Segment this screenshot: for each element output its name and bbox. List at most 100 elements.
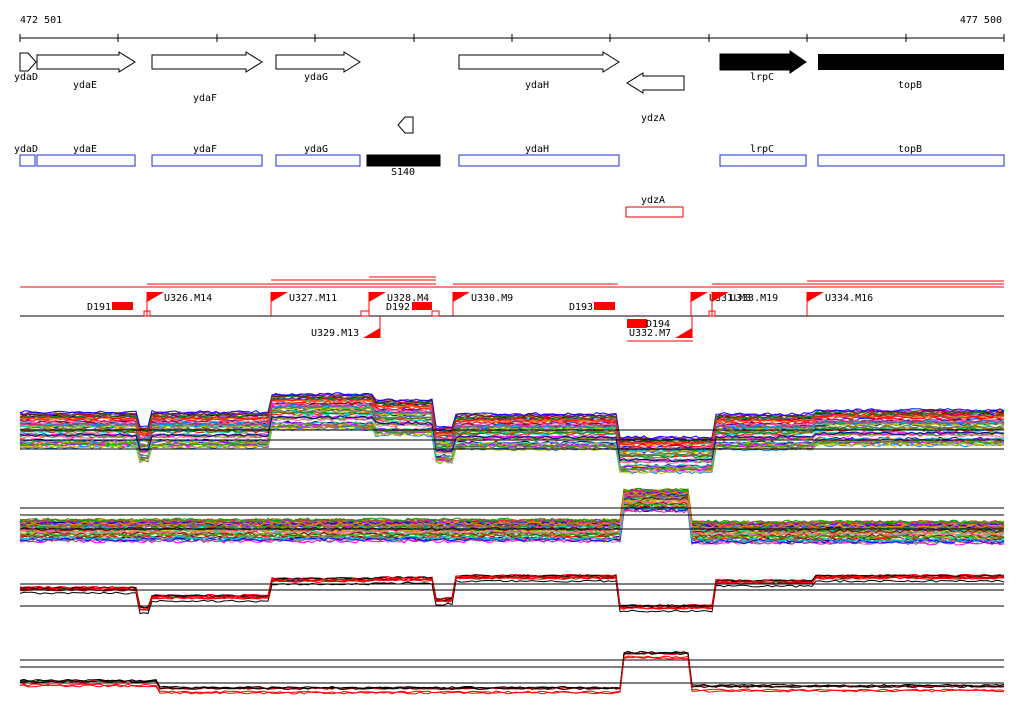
gene-label-ydaD: ydaD [14, 72, 38, 83]
feature-U330-M9[interactable]: U330.M9 [452, 292, 513, 316]
expression-trace [19, 395, 1005, 443]
expression-trace [19, 575, 1004, 611]
expression-trace [19, 397, 1005, 444]
expression-trace [19, 651, 1005, 690]
feature-D193[interactable]: D193 [569, 302, 615, 313]
gene-label-ydaH: ydaH [525, 80, 549, 91]
expression-trace [19, 574, 1005, 609]
annotation-label-S140: S140 [391, 167, 415, 178]
feature-U332-M7[interactable]: U332.M7 [629, 316, 693, 339]
feature-U334-M16[interactable]: U334.M16 [806, 292, 873, 316]
gene-topB[interactable]: topB [818, 54, 1004, 91]
expression-trace [19, 397, 1005, 445]
feature-label-D192: D192 [386, 302, 410, 313]
gene-arrow-ydzA[interactable] [626, 72, 685, 94]
annotation-ydaG[interactable]: ydaG [275, 144, 361, 167]
expression-trace [19, 415, 1005, 463]
expression-panel-antisense-selected [19, 650, 1005, 695]
feature-label-D191: D191 [87, 302, 111, 313]
annotation-topB[interactable]: topB [817, 144, 1005, 167]
ruler-end-label: 477 500 [960, 15, 1002, 26]
feature-U327-M11[interactable]: U327.M11 [270, 292, 337, 316]
small-feature-arrow [397, 116, 414, 134]
expression-trace [19, 650, 1005, 689]
expression-trace [19, 507, 1005, 545]
expression-panel-antisense-all [19, 487, 1005, 546]
gene-ydaD[interactable]: ydaD [14, 52, 38, 83]
feature-D194[interactable]: D194 [627, 319, 670, 330]
expression-trace [19, 403, 1005, 451]
expression-trace [19, 573, 1005, 609]
gene-ydaF[interactable]: ydaF [151, 51, 263, 104]
gene-label-ydaE: ydaE [73, 80, 97, 91]
feature-U333-M19[interactable]: U333.M19 [711, 292, 778, 316]
gene-ydzA[interactable]: ydzA [626, 72, 685, 124]
annotation-ydaF[interactable]: ydaF [151, 144, 263, 167]
feature-label-D194: D194 [646, 319, 670, 330]
segment-lines [20, 276, 1004, 342]
expression-trace [19, 403, 1005, 452]
feature-label-U326-M14: U326.M14 [164, 293, 212, 304]
expression-panel-sense-selected [19, 573, 1005, 615]
annotation-label-lrpC: lrpC [750, 144, 774, 155]
gene-ydaG[interactable]: ydaG [275, 51, 361, 83]
expression-panel-sense-all [19, 392, 1005, 475]
transcription-feature-track: D191 U326.M14 U327.M11 U328.M4 D192 [20, 276, 1004, 342]
annotation-label-ydaG: ydaG [304, 144, 328, 155]
expression-trace [19, 651, 1005, 690]
expression-trace [19, 574, 1005, 609]
expression-trace [19, 398, 1005, 446]
gene-arrow-topB[interactable] [818, 54, 1004, 70]
expression-trace [19, 579, 1005, 615]
annotation-label-ydaE: ydaE [73, 144, 97, 155]
annotation-label-ydaH: ydaH [525, 144, 549, 155]
expression-trace [19, 492, 1005, 531]
feature-U329-M13[interactable]: U329.M13 [311, 316, 381, 339]
annotation-label-ydaD: ydaD [14, 144, 38, 155]
expression-trace [19, 427, 1005, 475]
expression-trace [19, 652, 1005, 691]
expression-trace [19, 576, 1005, 611]
feature-label-U334-M16: U334.M16 [825, 293, 873, 304]
ruler-start-label: 472 501 [20, 15, 62, 26]
gene-lrpC[interactable]: lrpC [719, 50, 807, 83]
gene-label-ydzA: ydzA [641, 113, 665, 124]
ruler-ticks [19, 34, 1005, 42]
annotation-track: ydaD ydaE ydaF ydaG S140 ydaH lrpC topB [14, 144, 1005, 218]
expression-trace [19, 404, 1005, 452]
feature-label-U327-M11: U327.M11 [289, 293, 337, 304]
annotation-label-ydaF: ydaF [193, 144, 217, 155]
gene-arrow-ydaG[interactable] [275, 51, 361, 73]
expression-trace [19, 502, 1005, 540]
feature-U331-M3[interactable]: U331.M3 [690, 292, 751, 317]
gene-label-lrpC: lrpC [750, 72, 774, 83]
annotation-label-topB: topB [898, 144, 922, 155]
expression-trace [19, 423, 1005, 471]
expression-trace [19, 502, 1005, 540]
annotation-ydzA[interactable]: ydzA [625, 195, 684, 218]
gene-arrow-lrpC[interactable] [719, 50, 807, 74]
gene-track: ydaD ydaE ydaF ydaG ydaH ydzA lrpC [14, 50, 1004, 134]
feature-U326-M14[interactable]: U326.M14 [143, 292, 212, 317]
gene-arrow-ydaF[interactable] [151, 51, 263, 73]
gene-label-ydaG: ydaG [304, 72, 328, 83]
gene-arrow-ydaE[interactable] [36, 51, 136, 73]
gene-label-ydaF: ydaF [193, 93, 217, 104]
coordinate-ruler: 472 501 477 500 [19, 15, 1005, 42]
expression-trace [19, 576, 1005, 611]
gene-arrow-ydaD[interactable] [19, 52, 37, 72]
expression-trace [19, 426, 1005, 474]
feature-U328-M4[interactable]: U328.M4 [360, 292, 429, 317]
annotation-ydaH[interactable]: ydaH [458, 144, 620, 167]
feature-D191[interactable]: D191 [87, 302, 133, 313]
gene-arrow-ydaH[interactable] [458, 51, 620, 73]
annotation-ydaE[interactable]: ydaE [36, 144, 136, 167]
annotation-ydaD[interactable]: ydaD [14, 144, 38, 167]
annotation-S140[interactable]: S140 [366, 154, 441, 178]
annotation-label-ydzA: ydzA [641, 195, 665, 206]
feature-D192[interactable]: D192 [386, 302, 440, 317]
gene-ydaE[interactable]: ydaE [36, 51, 136, 91]
annotation-lrpC[interactable]: lrpC [719, 144, 807, 167]
gene-ydaH[interactable]: ydaH [458, 51, 620, 91]
